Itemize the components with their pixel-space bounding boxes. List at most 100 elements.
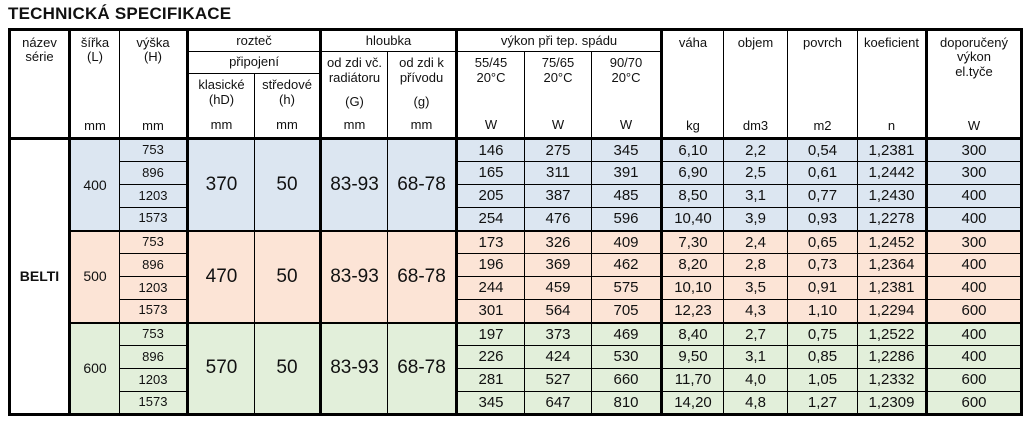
vykon-7565-cell: 373 [524,321,592,346]
objem-cell: 4,3 [723,299,788,323]
header-serie-line1: název [22,34,57,50]
el-vykon-cell: 300 [925,137,1022,162]
koeficient-cell: 1,2381 [857,276,927,300]
header-objem-label: objem [737,34,774,50]
vaha-cell: 10,40 [660,207,724,231]
koeficient-cell: 1,2294 [857,299,927,323]
table-row: BELTI 400 753 370 50 83-93 68-78 146 275… [9,137,1022,415]
vykon-9070-cell: 596 [591,207,662,231]
roztec-stredove-cell: 50 [254,321,321,415]
header-klasicke-unit: mm [210,117,233,133]
height-cell: 896 [119,253,188,277]
koeficient-cell: 1,2522 [857,321,927,346]
vaha-cell: 14,20 [660,391,724,415]
vykon-7565-cell: 476 [524,207,592,231]
vaha-cell: 8,20 [660,253,724,277]
vykon-7565-cell: 275 [524,137,592,162]
header-povrch-unit: m2 [813,117,832,133]
vykon-7565-cell: 527 [524,368,592,392]
header-povrch: povrch m2 [787,29,858,139]
header-pripojeni: připojení [186,51,321,74]
height-cell: 1573 [119,391,188,415]
vykon-9070-cell: 345 [591,137,662,162]
koeficient-cell: 1,2381 [857,137,927,162]
header-vykon-9070-unit: W [619,117,633,133]
header-roztec-group: rozteč [186,29,321,52]
height-cell: 896 [119,345,188,369]
page-title: TECHNICKÁ SPECIFIKACE [8,4,232,23]
hloubka-g-cell: 83-93 [319,137,388,231]
objem-cell: 2,4 [723,229,788,254]
header-vykon-5545-temp: 20°C [476,69,506,85]
roztec-stredove-cell: 50 [254,137,321,231]
header-vyska: výška (H) mm [119,29,188,139]
header-koeficient: koeficient n [857,29,927,139]
height-cell: 1573 [119,299,188,323]
povrch-cell: 0,91 [787,276,858,300]
header-vaha: váha kg [660,29,724,139]
header-serie: název série [9,29,70,139]
objem-cell: 2,5 [723,161,788,185]
hloubka-g-cell: 83-93 [319,321,388,415]
el-vykon-cell: 300 [925,229,1022,254]
vykon-7565-cell: 564 [524,299,592,323]
series-name-cell: BELTI [9,137,70,415]
header-stredove-symbol: (h) [279,91,295,107]
povrch-cell: 0,65 [787,229,858,254]
table-row: 1203 205 387 485 8,50 3,1 0,77 1,2430 40… [9,184,1022,208]
header-vykon-9070-temp: 20°C [611,69,641,85]
width-cell: 500 [68,229,120,323]
objem-cell: 2,8 [723,253,788,277]
el-vykon-cell: 400 [925,207,1022,231]
height-cell: 1203 [119,368,188,392]
header-hloubka-g: od zdi vč. radiátoru (G) mm [319,51,388,139]
vykon-5545-cell: 226 [455,345,525,369]
header-doporuceny-line3: el.tyče [955,64,993,80]
height-cell: 753 [119,321,188,346]
vykon-5545-cell: 281 [455,368,525,392]
vykon-5545-cell: 301 [455,299,525,323]
header-vaha-unit: kg [686,117,700,133]
table-row: 500 753 470 50 83-93 68-78 173 326 409 7… [9,229,1022,323]
table-row: 600 753 570 50 83-93 68-78 197 373 469 8… [9,321,1022,415]
header-vykon-9070-ratio: 90/70 [609,55,643,70]
povrch-cell: 0,93 [787,207,858,231]
header-vykon-5545: 55/45 20°C W [455,51,525,139]
table-header: název série šířka (L) mm výška (H) mm ro… [9,29,1022,139]
objem-cell: 4,0 [723,368,788,392]
header-klasicke-symbol: (hD) [208,91,235,107]
vaha-cell: 7,30 [660,229,724,254]
header-stredove: středové (h) mm [254,73,321,139]
header-vykon-7565: 75/65 20°C W [524,51,592,139]
objem-cell: 3,1 [723,345,788,369]
header-sirka-symbol: (L) [87,49,103,65]
header-koeficient-unit: n [887,117,896,133]
povrch-cell: 0,61 [787,161,858,185]
table-row: 896 226 424 530 9,50 3,1 0,85 1,2286 400 [9,345,1022,369]
table-row: 1203 281 527 660 11,70 4,0 1,05 1,2332 6… [9,368,1022,392]
header-vykon-9070: 90/70 20°C W [591,51,662,139]
header-klasicke-label: klasické [198,77,245,92]
vaha-cell: 8,40 [660,321,724,346]
vykon-9070-cell: 462 [591,253,662,277]
vykon-5545-cell: 244 [455,276,525,300]
el-vykon-cell: 300 [925,161,1022,185]
vykon-5545-cell: 165 [455,161,525,185]
header-hloubka-g2-unit: mm [410,117,433,133]
vykon-7565-cell: 369 [524,253,592,277]
vaha-cell: 11,70 [660,368,724,392]
vykon-9070-cell: 409 [591,229,662,254]
roztec-klasicke-cell: 370 [186,137,255,231]
vykon-7565-cell: 647 [524,391,592,415]
vaha-cell: 9,50 [660,345,724,369]
vykon-9070-cell: 469 [591,321,662,346]
el-vykon-cell: 400 [925,345,1022,369]
header-objem-unit: dm3 [742,117,769,133]
header-doporuceny-line1: doporučený [940,34,1008,50]
vaha-cell: 6,10 [660,137,724,162]
header-klasicke: klasické (hD) mm [186,73,255,139]
povrch-cell: 0,73 [787,253,858,277]
vykon-9070-cell: 575 [591,276,662,300]
header-vyska-label: výška [136,34,170,50]
header-vykon-7565-temp: 20°C [543,69,573,85]
